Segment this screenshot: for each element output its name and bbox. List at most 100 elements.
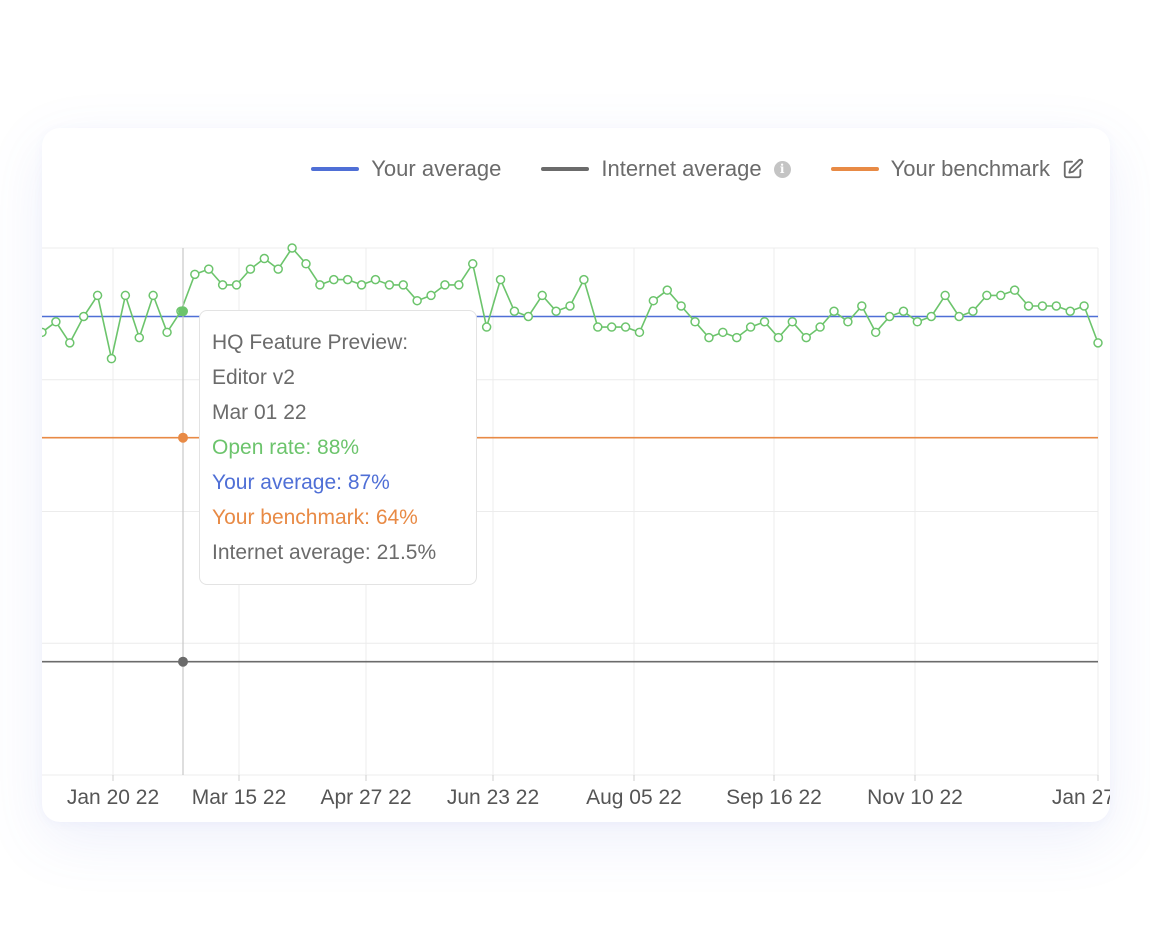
x-tick-label: Jan 27 23 xyxy=(1052,786,1110,809)
open-rate-point xyxy=(356,280,367,290)
x-tick-label: Jan 20 22 xyxy=(67,786,159,809)
open-rate-point xyxy=(1051,301,1062,311)
x-tick-label: Nov 10 22 xyxy=(867,786,963,809)
open-rate-point xyxy=(287,243,297,253)
tooltip-date: Mar 01 22 xyxy=(212,401,307,424)
open-rate-point xyxy=(759,317,770,327)
legend-item-your-benchmark[interactable]: Your benchmark xyxy=(830,156,1084,182)
open-rate-point xyxy=(606,322,617,332)
open-rate-point xyxy=(162,327,172,338)
open-rate-point xyxy=(731,332,742,343)
open-rate-point xyxy=(662,285,673,295)
open-rate-point xyxy=(1037,301,1048,311)
open-rate-point xyxy=(92,290,103,301)
open-rate-point xyxy=(454,280,464,290)
hover-marker-internet-average xyxy=(178,656,188,667)
open-rate-point xyxy=(620,322,631,332)
legend-item-internet-average[interactable]: Internet average i xyxy=(541,156,791,182)
open-rate-point xyxy=(982,290,992,301)
open-rate-point xyxy=(203,264,214,274)
open-rate-point xyxy=(690,317,700,327)
open-rate-point xyxy=(884,311,895,322)
legend-swatch-your-average xyxy=(311,167,360,171)
legend-swatch-your-benchmark xyxy=(830,167,879,171)
open-rate-point xyxy=(801,332,811,343)
open-rate-point xyxy=(51,317,61,327)
open-rate-point xyxy=(648,295,659,306)
chart-legend: Your average Internet average i Your ben… xyxy=(271,156,1084,182)
open-rate-series xyxy=(42,243,1103,364)
open-rate-point xyxy=(315,280,325,290)
open-rate-point xyxy=(523,311,534,322)
tooltip-your-benchmark: Your benchmark: 64% xyxy=(212,506,418,529)
open-rate-point xyxy=(106,353,117,364)
legend-label-your-benchmark: Your benchmark xyxy=(890,156,1050,181)
open-rate-point xyxy=(481,322,492,332)
tooltip-title: HQ Feature Preview: xyxy=(212,331,409,354)
x-tick-label: Sep 16 22 xyxy=(726,786,822,809)
open-rate-point xyxy=(398,280,409,290)
open-rate-point xyxy=(342,274,353,285)
open-rate-point xyxy=(467,259,478,269)
line-chart: Jan 20 22 Mar 15 22 Apr 27 22 Jun 23 22 Aug … xyxy=(42,243,1110,809)
open-rate-point xyxy=(898,306,909,316)
open-rate-point xyxy=(273,264,283,274)
open-rate-point xyxy=(1093,338,1103,348)
open-rate-point xyxy=(787,317,798,327)
open-rate-point xyxy=(704,332,714,343)
open-rate-point xyxy=(593,322,603,332)
open-rate-point xyxy=(815,322,825,332)
open-rate-point xyxy=(370,274,381,285)
pencil-square-icon[interactable] xyxy=(1062,158,1084,180)
x-tick-label: Mar 15 22 xyxy=(192,786,287,809)
legend-swatch-internet-average xyxy=(541,167,590,171)
open-rate-point xyxy=(412,295,422,306)
open-rate-point xyxy=(926,311,937,322)
hover-marker-open-rate xyxy=(178,306,188,317)
open-rate-point xyxy=(843,317,853,327)
open-rate-point xyxy=(551,306,561,316)
open-rate-point xyxy=(245,264,256,274)
open-rate-point xyxy=(773,332,784,343)
open-rate-point xyxy=(745,322,756,332)
tooltip-open-rate: Open rate: 88% xyxy=(212,436,360,459)
open-rate-point xyxy=(1079,301,1089,311)
open-rate-point xyxy=(42,327,47,338)
open-rate-point xyxy=(65,338,75,348)
legend-label-internet-average: Internet average xyxy=(601,156,762,181)
legend-item-your-average[interactable]: Your average xyxy=(311,156,501,182)
open-rate-point xyxy=(857,301,867,311)
open-rate-point xyxy=(968,306,978,316)
open-rate-point xyxy=(301,259,311,269)
open-rate-point xyxy=(940,290,950,301)
open-rate-point xyxy=(634,327,645,338)
open-rate-point xyxy=(995,290,1006,301)
open-rate-point xyxy=(495,274,506,285)
open-rate-point xyxy=(190,269,200,280)
open-rate-point xyxy=(259,253,270,264)
open-rate-point xyxy=(565,301,575,311)
open-rate-point xyxy=(231,280,242,290)
open-rate-point xyxy=(870,327,881,338)
open-rate-point xyxy=(217,280,228,290)
x-tick-label: Apr 27 22 xyxy=(320,786,411,809)
open-rate-point xyxy=(912,317,923,327)
tooltip-internet-average: Internet average: 21.5% xyxy=(212,541,437,564)
x-axis-ticks: Jan 20 22 Mar 15 22 Apr 27 22 Jun 23 22 Aug … xyxy=(67,775,1110,809)
open-rate-point xyxy=(829,306,839,316)
info-icon[interactable]: i xyxy=(773,160,791,178)
open-rate-point xyxy=(134,332,145,343)
open-rate-point xyxy=(676,301,686,311)
hover-marker-benchmark xyxy=(178,432,188,443)
open-rate-point xyxy=(1009,285,1020,295)
open-rate-point xyxy=(426,290,436,301)
tooltip-your-average: Your average: 87% xyxy=(212,471,390,494)
open-rate-point xyxy=(579,274,589,285)
open-rate-point xyxy=(509,306,520,316)
open-rate-point xyxy=(1065,306,1075,316)
open-rate-point xyxy=(537,290,547,301)
tooltip-subtitle: Editor v2 xyxy=(212,366,295,389)
open-rate-point xyxy=(440,280,450,290)
open-rate-point xyxy=(329,274,339,285)
open-rate-point xyxy=(718,327,728,338)
